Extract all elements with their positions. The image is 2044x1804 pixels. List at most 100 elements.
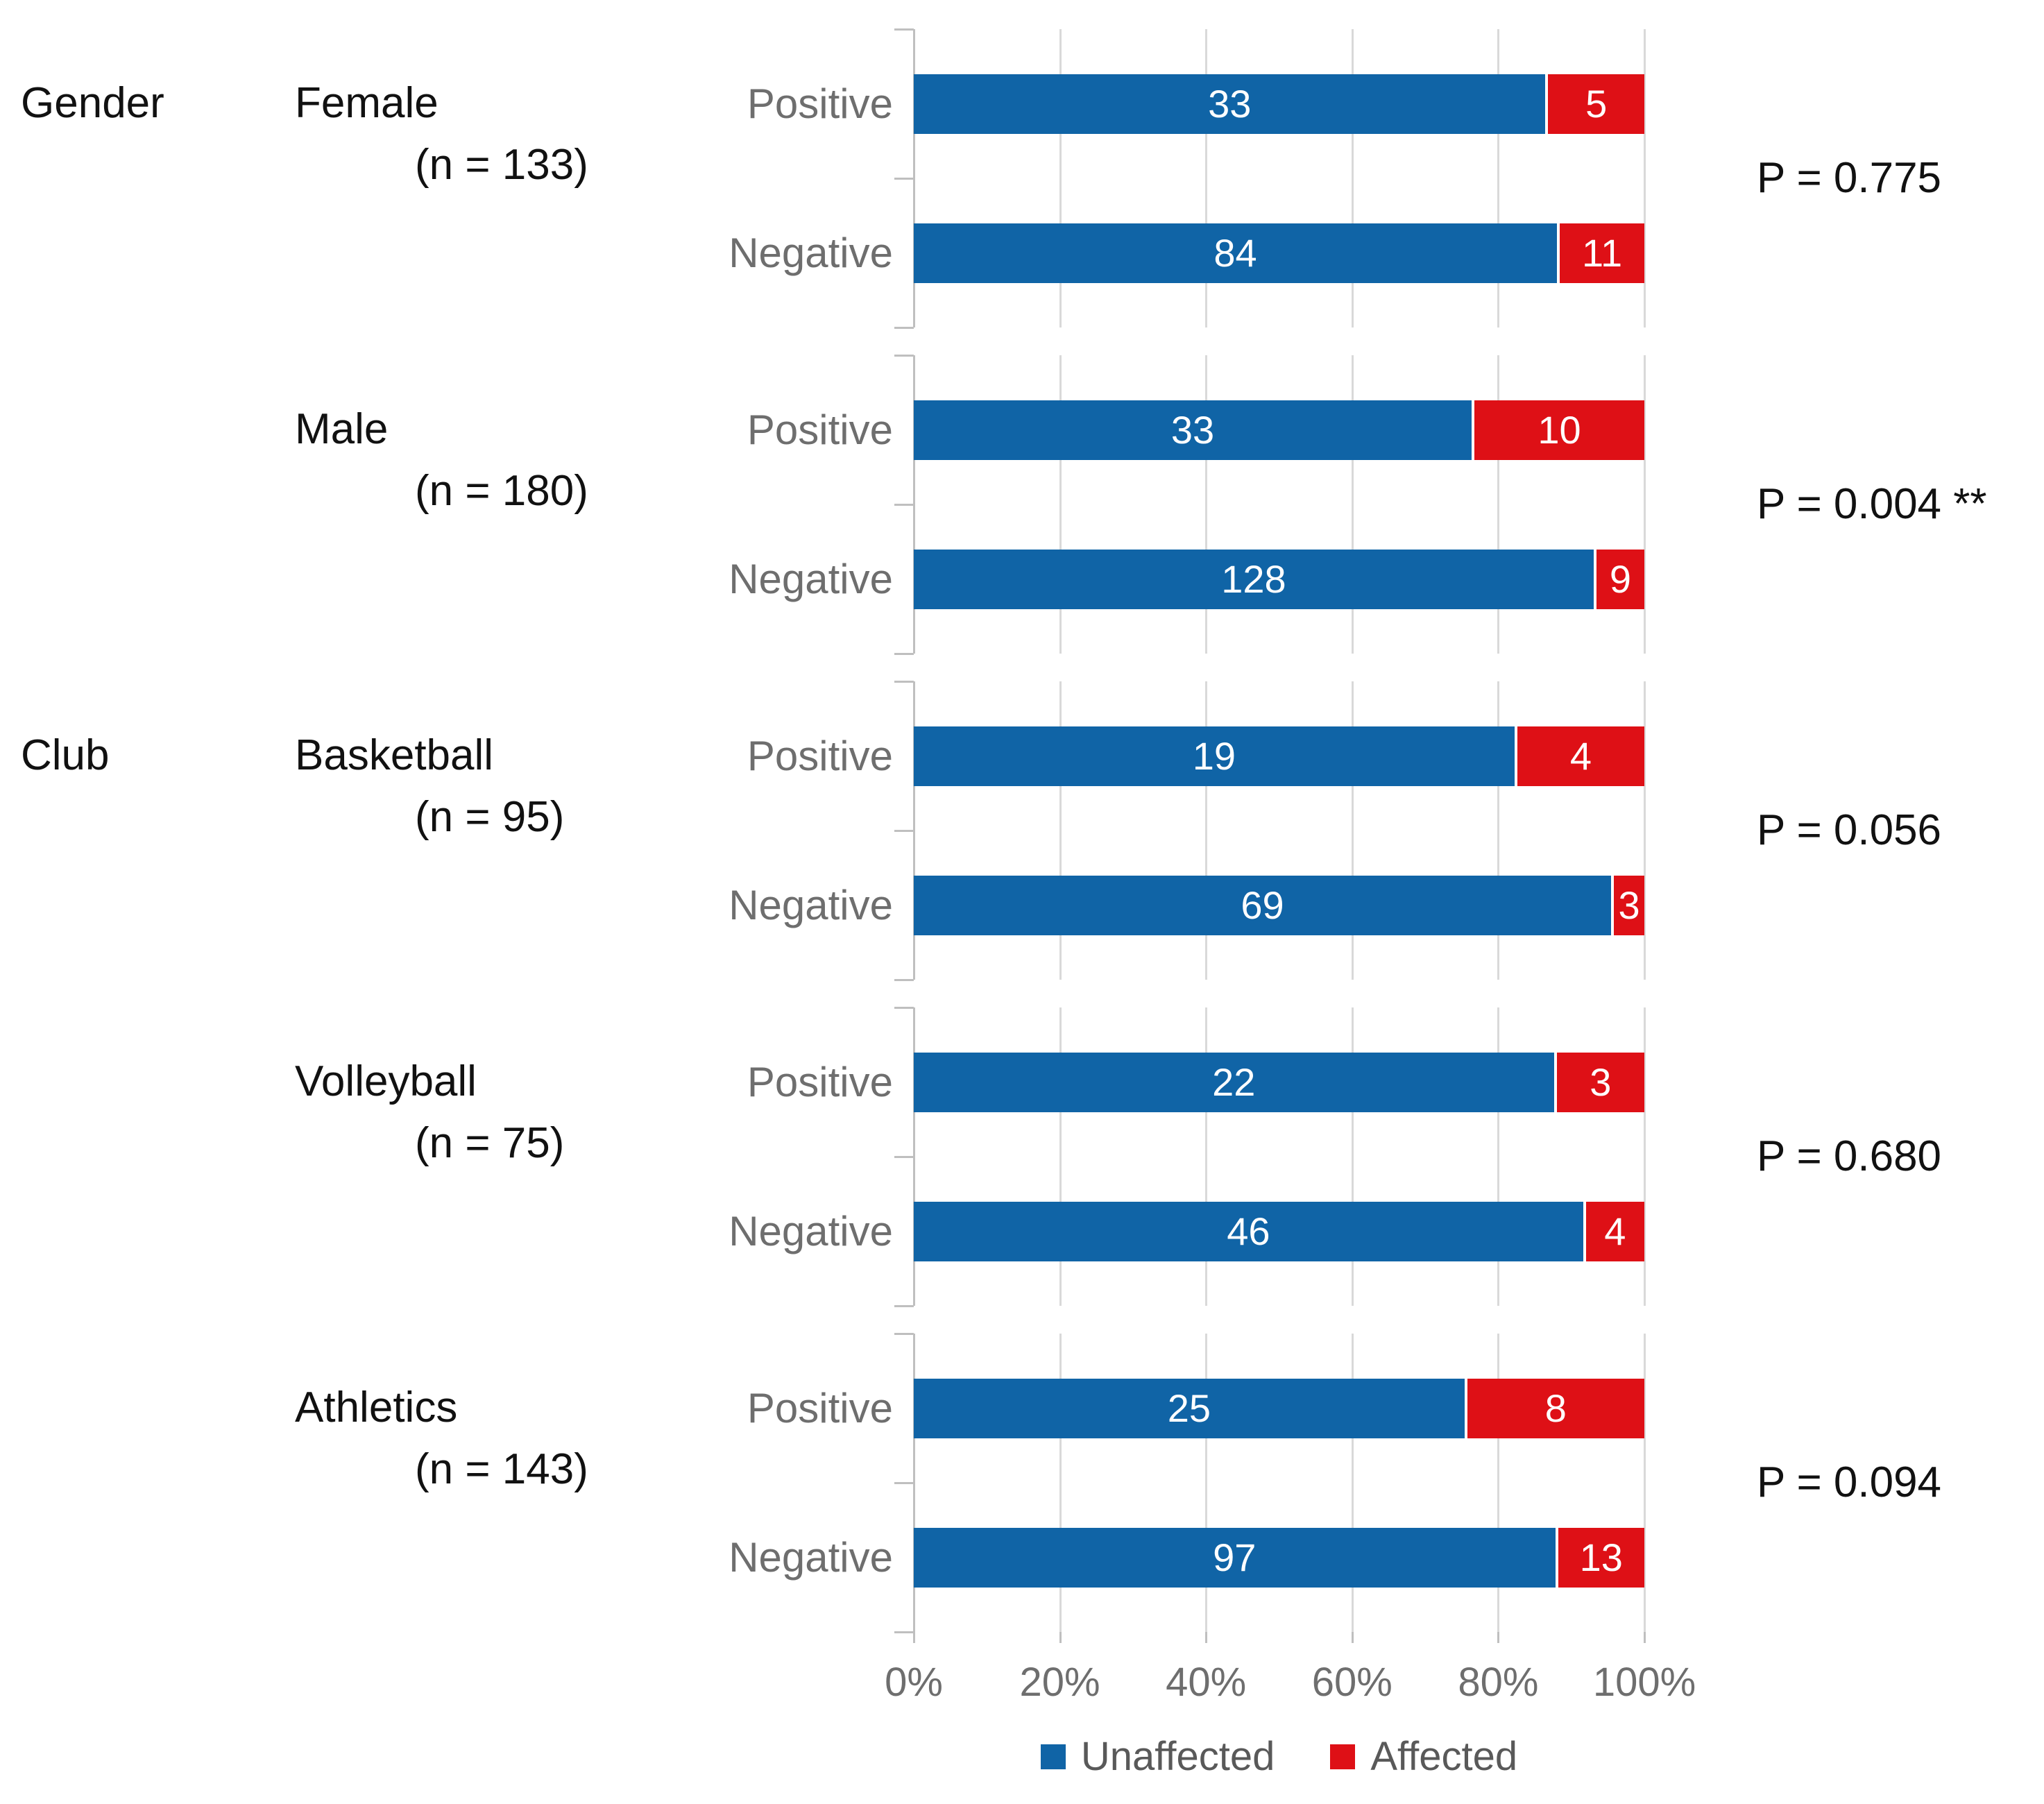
gridline: [1644, 681, 1646, 980]
bar-panel: Positive 22 3 Negative 46 4: [729, 1007, 1646, 1307]
bar-panel: Positive 33 10 Negative 128 9: [729, 355, 1646, 655]
gridline: [1497, 1007, 1500, 1306]
affected-count: 11: [1581, 231, 1623, 275]
gridline: [1351, 1334, 1354, 1632]
p-value-label: P = 0.004 **: [1757, 480, 1987, 528]
value-axis-tick: [1205, 1632, 1208, 1643]
gridline: [1059, 1007, 1062, 1306]
gridline: [1351, 355, 1354, 654]
unaffected-count: 69: [1241, 883, 1284, 927]
value-axis-label: 80%: [1458, 1660, 1539, 1705]
category-axis-line: [913, 681, 915, 980]
section-label: Gender: [21, 79, 164, 127]
axis-tick: [894, 681, 914, 683]
bar-segment-unaffected: 19: [914, 726, 1517, 786]
affected-count: 4: [1569, 734, 1592, 778]
bar-segment-affected: 4: [1517, 726, 1644, 786]
category-axis-line: [913, 355, 915, 654]
category-label: Positive: [747, 732, 893, 779]
stacked-bar: 22 3: [914, 1052, 1644, 1112]
affected-count: 3: [1590, 1060, 1612, 1104]
gridline: [1205, 681, 1208, 980]
stacked-bar: 25 8: [914, 1378, 1644, 1438]
gridline: [1059, 1334, 1062, 1632]
category-axis-line: [913, 29, 915, 327]
unaffected-count: 33: [1170, 408, 1215, 452]
bar-panel: Positive 25 8 Negative 97 13: [729, 1333, 1646, 1633]
group-sample-size-label: (n = 95): [415, 793, 565, 841]
gridline: [1497, 1334, 1500, 1632]
legend-label: Affected: [1370, 1734, 1518, 1779]
category-label: Negative: [729, 881, 893, 928]
p-value-label: P = 0.775: [1757, 154, 1942, 202]
category-axis-line: [913, 1007, 915, 1306]
bar-segment-affected: 9: [1596, 549, 1644, 609]
bar-segment-unaffected: 69: [914, 875, 1615, 935]
affected-count: 8: [1544, 1386, 1567, 1430]
group-sample-size-label: (n = 75): [415, 1119, 565, 1167]
bar-segment-affected: 13: [1558, 1527, 1644, 1588]
bar-panel: Positive 33 5 Negative 84 11: [729, 28, 1646, 329]
unaffected-count: 97: [1213, 1535, 1257, 1579]
unaffected-count: 25: [1167, 1386, 1211, 1430]
gridline: [1205, 1007, 1208, 1306]
axis-tick: [894, 1631, 914, 1633]
value-axis-label: 0%: [885, 1660, 943, 1705]
affected-legend-swatch: [1330, 1744, 1356, 1769]
axis-tick: [894, 355, 914, 357]
axis-tick: [894, 28, 914, 31]
legend-item: Affected: [1330, 1733, 1517, 1780]
value-axis-label: 60%: [1311, 1660, 1393, 1705]
stacked-bar: 69 3: [914, 875, 1644, 935]
axis-tick: [894, 979, 914, 981]
unaffected-legend-swatch: [1040, 1744, 1066, 1769]
gridline: [1497, 29, 1500, 327]
bar-segment-unaffected: 46: [914, 1201, 1586, 1261]
unaffected-count: 33: [1208, 82, 1252, 126]
p-value-label: P = 0.056: [1757, 806, 1942, 854]
bar-segment-unaffected: 22: [914, 1052, 1557, 1112]
unaffected-count: 128: [1221, 557, 1286, 601]
stacked-bar: 97 13: [914, 1527, 1644, 1588]
bar-panel: Positive 19 4 Negative 69 3: [729, 681, 1646, 981]
unaffected-count: 22: [1212, 1060, 1256, 1104]
gridline: [1205, 355, 1208, 654]
gridline: [1351, 681, 1354, 980]
gridline: [1351, 1007, 1354, 1306]
stacked-bar: 128 9: [914, 549, 1644, 609]
affected-count: 3: [1618, 883, 1640, 927]
value-axis-tick: [1497, 1632, 1500, 1643]
gridline: [1059, 29, 1062, 327]
legend-label: Unaffected: [1080, 1734, 1275, 1779]
value-axis-tick: [1644, 1632, 1646, 1643]
group-name: Volleyball: [295, 1057, 477, 1105]
p-value-label: P = 0.680: [1757, 1132, 1942, 1180]
bar-segment-unaffected: 128: [914, 549, 1596, 609]
axis-tick: [894, 327, 914, 329]
affected-count: 9: [1609, 557, 1631, 601]
category-label: Positive: [747, 80, 893, 127]
bar-segment-affected: 4: [1585, 1201, 1644, 1261]
unaffected-count: 19: [1192, 734, 1236, 778]
axis-tick: [894, 1156, 914, 1158]
axis-tick: [894, 1333, 914, 1335]
affected-count: 5: [1585, 82, 1608, 126]
affected-count: 13: [1579, 1535, 1623, 1579]
bar-segment-affected: 10: [1474, 400, 1644, 460]
group-name: Female: [295, 79, 438, 127]
axis-tick: [894, 653, 914, 655]
group-sample-size-label: (n = 143): [415, 1445, 588, 1493]
gridline: [1644, 1334, 1646, 1632]
group-sample-size-label: (n = 133): [415, 141, 588, 189]
stacked-bar: 19 4: [914, 726, 1644, 786]
category-label: Negative: [729, 1533, 893, 1581]
gridline: [1497, 681, 1500, 980]
axis-tick: [894, 1305, 914, 1307]
category-label: Negative: [729, 555, 893, 602]
gridline: [1351, 29, 1354, 327]
stacked-bar: 46 4: [914, 1201, 1644, 1261]
value-axis-tick: [1059, 1632, 1062, 1643]
affected-count: 4: [1604, 1209, 1626, 1253]
value-axis-label: 40%: [1166, 1660, 1247, 1705]
